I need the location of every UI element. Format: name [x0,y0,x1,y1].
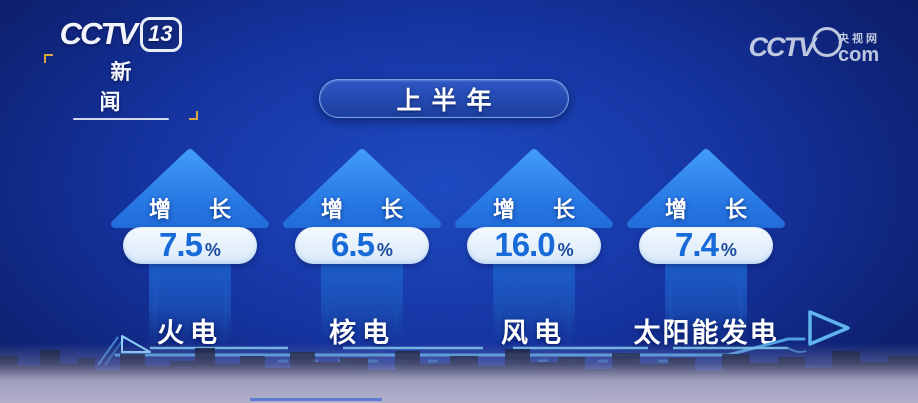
bottom-haze-gradient [0,343,918,403]
growth-value: 6.5 [331,226,375,263]
bottom-blue-strip [250,398,382,401]
logo-underline [73,118,169,120]
period-title-text: 上半年 [396,86,502,115]
growth-prefix-label: 增 长 [492,197,592,222]
right-play-triangle-icon [808,310,850,346]
value-pill: 16.0 % [467,227,601,264]
percent-sign: % [204,240,221,260]
percent-sign: % [557,240,574,260]
value-pill: 7.5 % [123,227,257,264]
stat-column-wind: 增 长 16.0 % 风电 [449,148,619,353]
value-pill: 6.5 % [295,227,429,264]
channel-13-badge: 13 [139,16,183,52]
channel-subtitle: 新 闻 [99,61,154,114]
value-pill: 7.4 % [639,227,773,264]
watermark-brand-text: CCTV [748,31,816,62]
growth-prefix-label: 增 长 [320,197,420,222]
period-title-pill: 上半年 [319,79,569,118]
watermark-site-name: 央视网 [838,33,880,45]
cctv-logo-text: CCTV [59,16,138,51]
watermark-ring-icon [812,27,842,57]
percent-sign: % [720,240,737,260]
cctv13-logo: CCTV 13 新 闻 [44,16,198,120]
percent-sign: % [376,240,393,260]
growth-value: 16.0 [494,226,555,263]
stat-column-solar: 增 长 7.4 % 太阳能发电 [621,148,791,353]
logo-corner-bracket-icon [44,54,53,63]
growth-value: 7.4 [675,226,719,263]
growth-prefix-label: 增 长 [148,197,248,222]
cctv-com-watermark: CCTV 央视网 com [748,27,881,66]
growth-value: 7.5 [159,226,203,263]
watermark-domain: com [838,44,880,66]
growth-prefix-label: 增 长 [664,197,764,222]
logo-corner-bracket-icon [189,111,198,120]
